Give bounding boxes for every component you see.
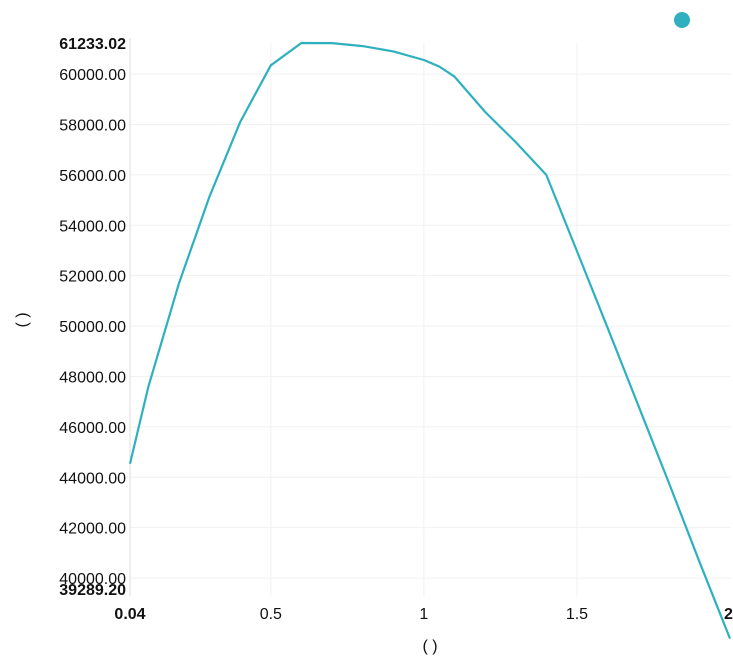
- y-tick-label: 46000.00: [59, 420, 126, 437]
- y-tick-label: 44000.00: [59, 470, 126, 487]
- y-tick-label: 58000.00: [59, 117, 126, 134]
- y-tick-label: 48000.00: [59, 369, 126, 386]
- x-tick-label: 0.04: [114, 606, 145, 623]
- legend-marker: [674, 12, 690, 28]
- x-axis-title: ( ): [422, 638, 437, 655]
- y-axis-title: ( ): [14, 312, 31, 327]
- x-tick-label: 1: [419, 606, 428, 623]
- grid-lines: [130, 43, 730, 596]
- y-tick-label: 39289.20: [59, 582, 126, 599]
- y-tick-label: 52000.00: [59, 269, 126, 286]
- y-tick-label: 54000.00: [59, 218, 126, 235]
- x-tick-label: 0.5: [260, 606, 282, 623]
- y-tick-label: 40000.00: [59, 571, 126, 588]
- x-tick-label: 1.5: [566, 606, 588, 623]
- x-tick-label: 2: [724, 606, 733, 623]
- series-line: [128, 41, 732, 640]
- y-tick-label: 42000.00: [59, 521, 126, 538]
- x-axis-ticks: 0.04 0.5 1 1.5 2: [114, 606, 733, 623]
- y-tick-label: 61233.02: [59, 36, 126, 53]
- series-layer: [128, 41, 732, 640]
- y-tick-label: 56000.00: [59, 168, 126, 185]
- y-tick-label: 50000.00: [59, 319, 126, 336]
- y-tick-label: 60000.00: [59, 67, 126, 84]
